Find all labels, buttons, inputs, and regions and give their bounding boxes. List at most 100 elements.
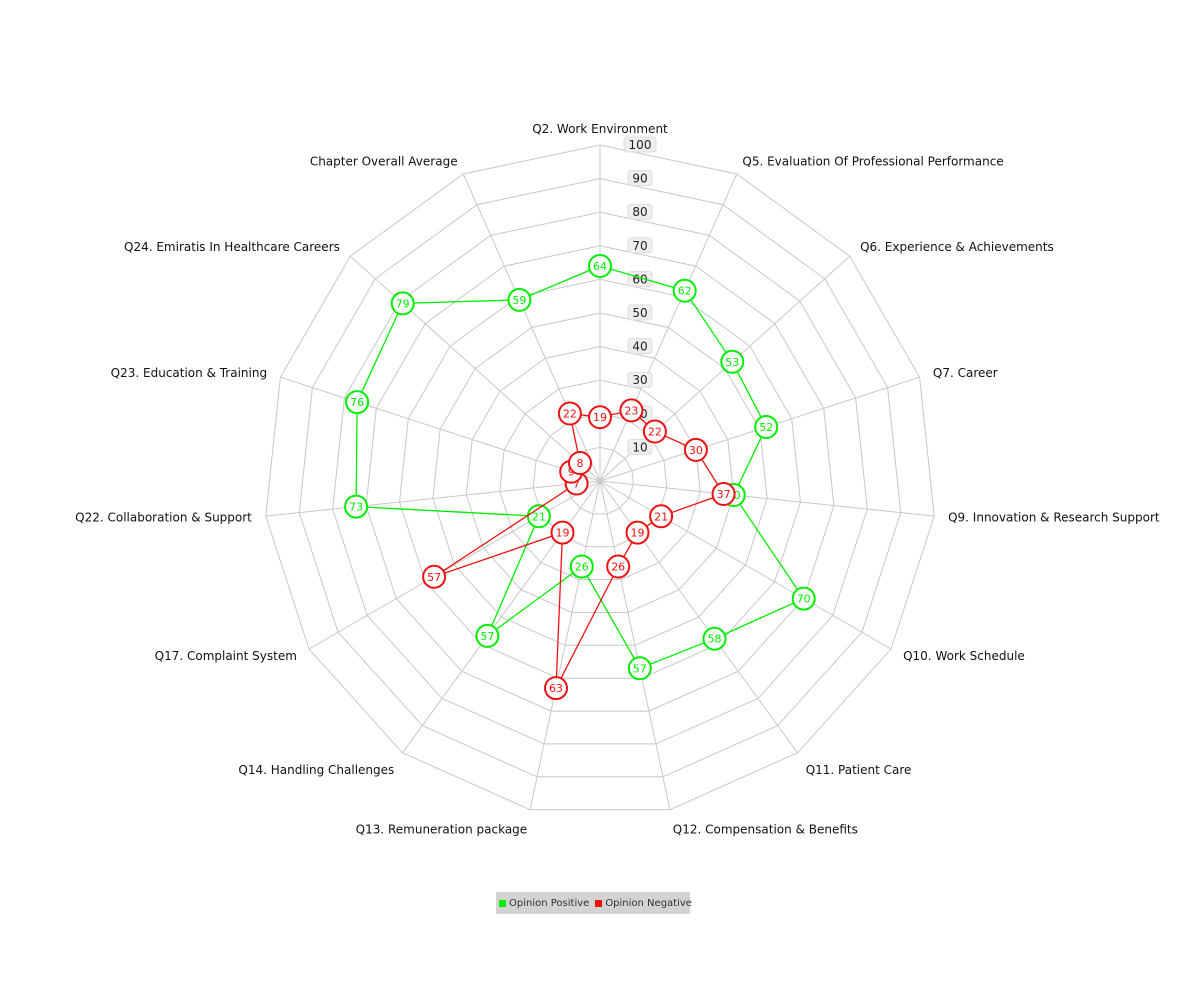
spoke-9: [402, 480, 601, 754]
data-point-marker: [390, 291, 415, 316]
data-point[interactable]: 62: [672, 278, 697, 303]
data-point[interactable]: 58: [702, 626, 727, 651]
tick-label-text: 70: [632, 239, 647, 253]
data-label: 73: [349, 501, 363, 514]
category-label-0: Q2. Work Environment: [532, 122, 668, 136]
grid-ring-60: [398, 278, 802, 679]
data-point[interactable]: 76: [345, 390, 370, 415]
category-label-4: Q9. Innovation & Research Support: [948, 511, 1160, 525]
data-point[interactable]: 73: [344, 494, 369, 519]
data-point-marker: [557, 401, 582, 426]
data-point[interactable]: 57: [422, 564, 447, 589]
data-point[interactable]: 57: [475, 623, 500, 648]
tick-label-text: 30: [632, 373, 647, 387]
data-point[interactable]: 19: [588, 405, 612, 430]
legend-label-negative: Opinion Negative: [605, 897, 692, 909]
data-point[interactable]: 21: [526, 504, 551, 529]
category-label-14: Chapter Overall Average: [310, 154, 458, 168]
spoke-6: [599, 480, 798, 754]
data-label: 23: [624, 404, 638, 417]
grid-ring-70: [365, 245, 835, 712]
grid-ring-40: [465, 346, 735, 613]
category-label-2: Q6. Experience & Achievements: [860, 240, 1054, 254]
category-label-1: Q5. Evaluation Of Professional Performan…: [742, 154, 1003, 168]
series-1: 19 23 22 30 37 21 19 26 63 19 57 798 22: [422, 398, 736, 701]
data-label: 37: [717, 488, 731, 501]
data-point-marker: [550, 520, 575, 545]
grid-ring-80: [332, 211, 868, 745]
data-point[interactable]: 8: [568, 451, 592, 475]
data-point-marker: [422, 564, 447, 589]
spoke-11: [265, 480, 601, 517]
tick-label-text: 90: [632, 172, 647, 186]
data-point[interactable]: 79: [390, 291, 415, 316]
data-label: 7: [573, 478, 580, 491]
data-point[interactable]: 23: [619, 398, 644, 423]
grid-ring-90: [298, 178, 902, 778]
data-label: 57: [480, 630, 494, 643]
data-point-marker: [588, 405, 612, 430]
tick-label-bg: [627, 438, 653, 455]
data-point[interactable]: 26: [569, 554, 594, 579]
tick-label-text: 100: [629, 138, 652, 152]
data-point[interactable]: 26: [606, 554, 631, 579]
legend: Opinion Positive Opinion Negative: [496, 892, 692, 914]
data-point[interactable]: 37: [711, 482, 736, 506]
spoke-1: [599, 173, 738, 482]
data-label: 22: [648, 426, 662, 439]
legend-item-positive[interactable]: Opinion Positive: [499, 898, 589, 909]
data-point-marker: [569, 554, 594, 579]
data-point[interactable]: 63: [544, 676, 568, 701]
data-label: 26: [575, 561, 589, 574]
spoke-8: [529, 480, 601, 810]
spoke-13: [349, 255, 601, 482]
category-label-13: Q24. Emiratis In Healthcare Careers: [124, 240, 340, 254]
tick-label-text: 50: [632, 306, 647, 320]
data-point-marker: [683, 437, 708, 462]
tick-label-bg: [623, 136, 657, 153]
data-point-marker: [606, 554, 631, 579]
data-label: 30: [689, 444, 703, 457]
data-point[interactable]: 19: [625, 520, 650, 545]
category-label-12: Q23. Education & Training: [111, 366, 267, 380]
data-label: 8: [577, 457, 584, 470]
spoke-14: [462, 173, 601, 482]
tick-label-bg: [627, 203, 653, 220]
data-point[interactable]: 64: [588, 254, 612, 278]
tick-label-90: 90: [627, 170, 653, 187]
grid-ring-50: [432, 312, 768, 646]
data-point[interactable]: 57: [627, 656, 652, 681]
data-point-marker: [507, 287, 532, 312]
category-label-9: Q14. Handling Challenges: [238, 763, 394, 777]
data-point[interactable]: 53: [720, 349, 745, 374]
data-point[interactable]: 21: [649, 504, 674, 529]
data-point[interactable]: 22: [557, 401, 582, 426]
data-point[interactable]: 59: [507, 287, 532, 312]
tick-label-bg: [627, 270, 653, 287]
category-label-5: Q10. Work Schedule: [903, 649, 1025, 663]
tick-label-60: 60: [627, 270, 653, 287]
data-label: 26: [611, 561, 625, 574]
legend-label-positive: Opinion Positive: [509, 897, 590, 909]
data-point[interactable]: 30: [683, 437, 708, 462]
data-point-marker: [649, 504, 674, 529]
tick-label-bg: [627, 371, 653, 388]
data-point-marker: [711, 482, 736, 506]
data-point-marker: [754, 415, 779, 439]
radar-grid: [265, 144, 935, 811]
grid-ring-100: [265, 144, 935, 811]
data-point[interactable]: 70: [791, 586, 816, 611]
data-point[interactable]: 19: [550, 520, 575, 545]
data-point-marker: [475, 623, 500, 648]
spoke-5: [599, 480, 892, 650]
legend-item-negative[interactable]: Opinion Negative: [595, 898, 692, 909]
data-label: 63: [549, 682, 563, 695]
data-point[interactable]: 52: [754, 415, 779, 439]
data-point-marker: [588, 254, 612, 278]
data-label: 64: [593, 260, 607, 273]
data-point[interactable]: 22: [642, 419, 667, 444]
data-label: 62: [678, 285, 692, 298]
data-label: 52: [759, 421, 773, 434]
data-point-marker: [568, 451, 592, 475]
